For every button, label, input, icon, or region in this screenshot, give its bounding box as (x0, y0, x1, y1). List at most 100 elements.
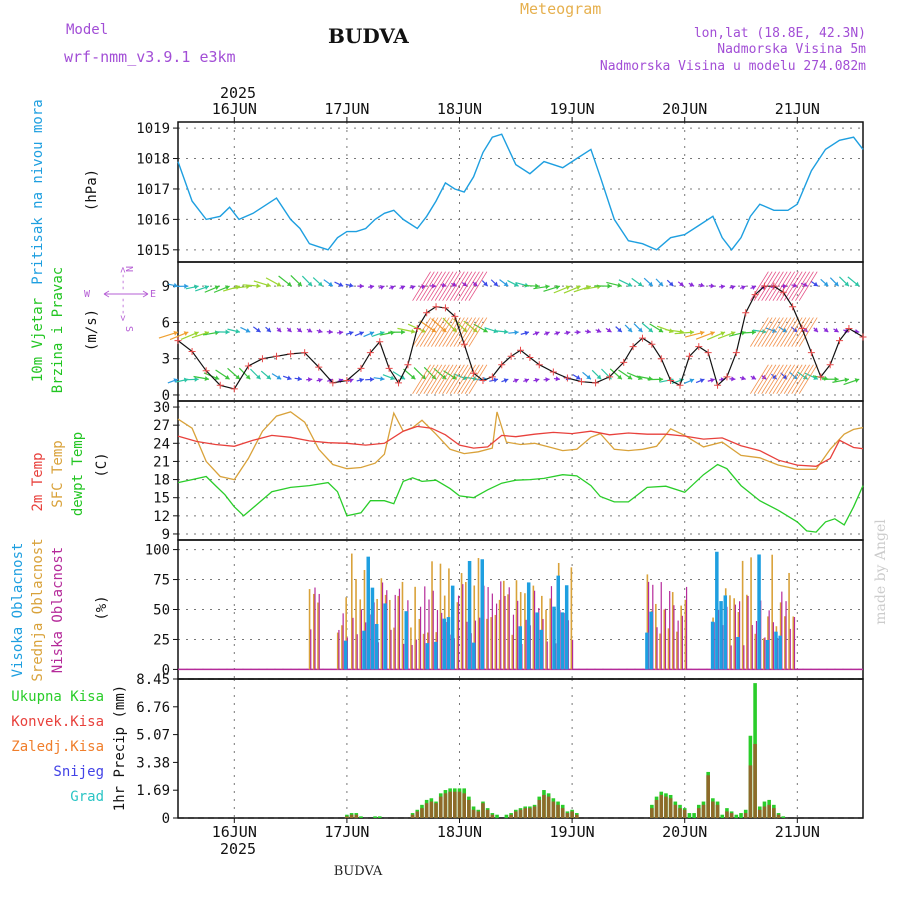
low-cloud-bar (647, 581, 650, 670)
wind-speed-point (451, 312, 459, 320)
mid-cloud-bar (754, 633, 757, 670)
low-cloud-bar (403, 643, 405, 670)
mid-cloud-bar (418, 618, 421, 670)
y-tick-label: 1019 (136, 121, 170, 137)
wind-speed-point (714, 381, 722, 389)
wind-speed-point (629, 343, 637, 351)
total-precip-bar (504, 814, 509, 818)
y-tick-label: 1016 (136, 212, 170, 228)
wind-arrowhead (256, 283, 261, 289)
wind-arrowhead (802, 374, 808, 380)
wind-arrowhead (782, 327, 787, 333)
wind-panel: 0 3 6 9 (158, 261, 867, 404)
mid-cloud-bar (570, 567, 573, 670)
wind-arrowhead (369, 331, 375, 336)
low-cloud-bar (479, 617, 481, 670)
wind-arrowhead (699, 378, 705, 384)
wind-arrowhead (266, 327, 271, 333)
low-cloud-bar (550, 586, 553, 670)
wind-arrowhead (204, 330, 209, 336)
wind-arrowhead (648, 327, 653, 333)
wind-arrowhead (369, 377, 375, 382)
mid-cloud-bar (532, 585, 535, 670)
wind-arrowhead (710, 331, 715, 336)
convective-precip-bar (481, 803, 485, 818)
convective-precip-bar (729, 813, 734, 818)
top-day-label: 17JUN (324, 100, 369, 118)
wind-arrowhead (761, 374, 767, 380)
wind-arrowhead (586, 285, 591, 290)
compass-w: W (84, 289, 91, 300)
wind-arrowhead (410, 328, 416, 334)
low-cloud-bar (660, 582, 662, 670)
mid-cloud-bar (388, 599, 391, 670)
top-day-label: 20JUN (662, 100, 707, 118)
wind-arrowhead (286, 281, 292, 287)
wind-hatch (787, 317, 807, 347)
mid-cloud-bar (684, 599, 687, 670)
mid-cloud-bar (336, 632, 339, 670)
wind-unit: (m/s) (84, 309, 100, 351)
convective-precip-bar (424, 803, 429, 818)
mid-cloud-bar (460, 573, 463, 670)
convective-precip-bar (757, 809, 762, 818)
wind-arrowhead (204, 285, 209, 290)
high-cloud-bar (564, 585, 569, 670)
wind-speed-point (216, 381, 224, 389)
precip-label-conv: Konvek.Kisa (11, 714, 104, 730)
low-cloud-bar (390, 629, 392, 670)
wind-hatch (768, 317, 788, 347)
total-precip-bar (739, 813, 743, 818)
low-cloud-bar (314, 587, 316, 670)
wind-arrowhead (410, 284, 416, 290)
convective-precip-bar (514, 811, 518, 818)
wind-arrowhead (730, 331, 736, 336)
low-cloud-bar (747, 595, 749, 670)
compass-arrows-h (103, 290, 149, 298)
convective-precip-bar (560, 808, 565, 818)
wind-speed-point (845, 324, 853, 332)
wind-hatch (434, 317, 454, 347)
wind-arrowhead (834, 376, 839, 382)
y-tick-label: 30 (153, 400, 170, 416)
convective-precip-bar (767, 804, 771, 818)
day-labels: 16JUN 16JUN 17JUN 17JUN 18JUN 18JUN 19JUN 19JUN… (212, 100, 820, 841)
wind-arrowhead (699, 282, 705, 288)
convective-precip-bar (711, 801, 715, 818)
wind-arrowhead (854, 378, 860, 383)
low-cloud-bar (457, 595, 460, 670)
wind-arrowhead (617, 327, 622, 333)
convective-precip-bar (701, 804, 706, 818)
pressure-unit: (hPa) (84, 169, 100, 211)
wind-arrowhead (833, 327, 839, 333)
total-precip-bar (734, 814, 739, 818)
wind-arrowhead (214, 375, 220, 381)
wind-speed-point (732, 349, 740, 357)
wind-hatch (442, 317, 461, 347)
low-cloud-bar (360, 609, 363, 670)
total-precip-bar (377, 816, 382, 818)
wind-arrowhead (235, 328, 240, 334)
mid-cloud-bar (380, 578, 383, 670)
wind-arrowhead (513, 378, 519, 384)
wind-arrowhead (823, 327, 829, 333)
wind-speed-point (460, 340, 468, 348)
wind-arrowhead (782, 283, 787, 289)
wind-speed-point (329, 379, 337, 387)
high-cloud-bar (539, 629, 544, 670)
low-cloud-bar (462, 584, 464, 670)
wind-arrowhead (576, 329, 581, 335)
mid-cloud-bar (667, 628, 670, 670)
mid-cloud-bar (524, 593, 526, 670)
convective-precip-bar (654, 799, 659, 818)
wind-hatch (416, 317, 435, 347)
wind-arrowhead (493, 328, 498, 334)
wind-hatch (431, 317, 450, 347)
low-cloud-bar (504, 595, 506, 670)
pressure-series (177, 133, 864, 251)
wind-hatch (750, 364, 769, 394)
convective-precip-bar (523, 808, 527, 818)
convective-precip-bar (349, 814, 354, 818)
wind-hatch (787, 364, 807, 394)
wind-arrowhead (318, 377, 323, 383)
